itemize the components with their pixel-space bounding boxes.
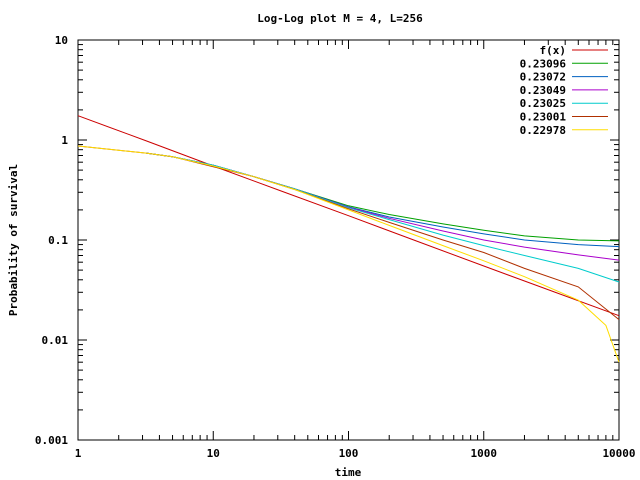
legend-label: 0.23072: [520, 71, 566, 84]
chart-title: Log-Log plot M = 4, L=256: [257, 12, 423, 25]
y-tick-label: 10: [55, 34, 68, 47]
x-tick-label: 1: [75, 447, 82, 460]
legend-label: 0.23096: [520, 57, 567, 70]
x-tick-label: 10: [207, 447, 220, 460]
legend-label: f(x): [540, 44, 567, 57]
y-axis-label: Probability of survival: [7, 164, 20, 316]
legend-label: 0.23049: [520, 84, 566, 97]
x-tick-label: 100: [339, 447, 359, 460]
y-tick-label: 0.1: [48, 234, 68, 247]
series-group: [77, 115, 620, 363]
series-line-3: [146, 152, 620, 261]
x-tick-label: 1000: [471, 447, 498, 460]
axis-ticks: 1 10 100 1000 10000 0.001 0.01 0.1 1 10: [35, 34, 636, 460]
legend-label: 0.22978: [520, 124, 566, 137]
series-line-6: [77, 145, 620, 363]
y-tick-label: 0.01: [42, 334, 69, 347]
series-line-5: [77, 145, 620, 320]
legend: f(x)0.230960.230720.230490.230250.230010…: [520, 44, 608, 137]
x-tick-label: 10000: [602, 447, 635, 460]
y-tick-label: 0.001: [35, 434, 68, 447]
legend-label: 0.23001: [520, 111, 567, 124]
x-axis-label: time: [335, 466, 362, 479]
series-line-4: [146, 152, 620, 283]
legend-label: 0.23025: [520, 97, 566, 110]
y-tick-label: 1: [61, 134, 68, 147]
series-line-0: [77, 115, 620, 317]
